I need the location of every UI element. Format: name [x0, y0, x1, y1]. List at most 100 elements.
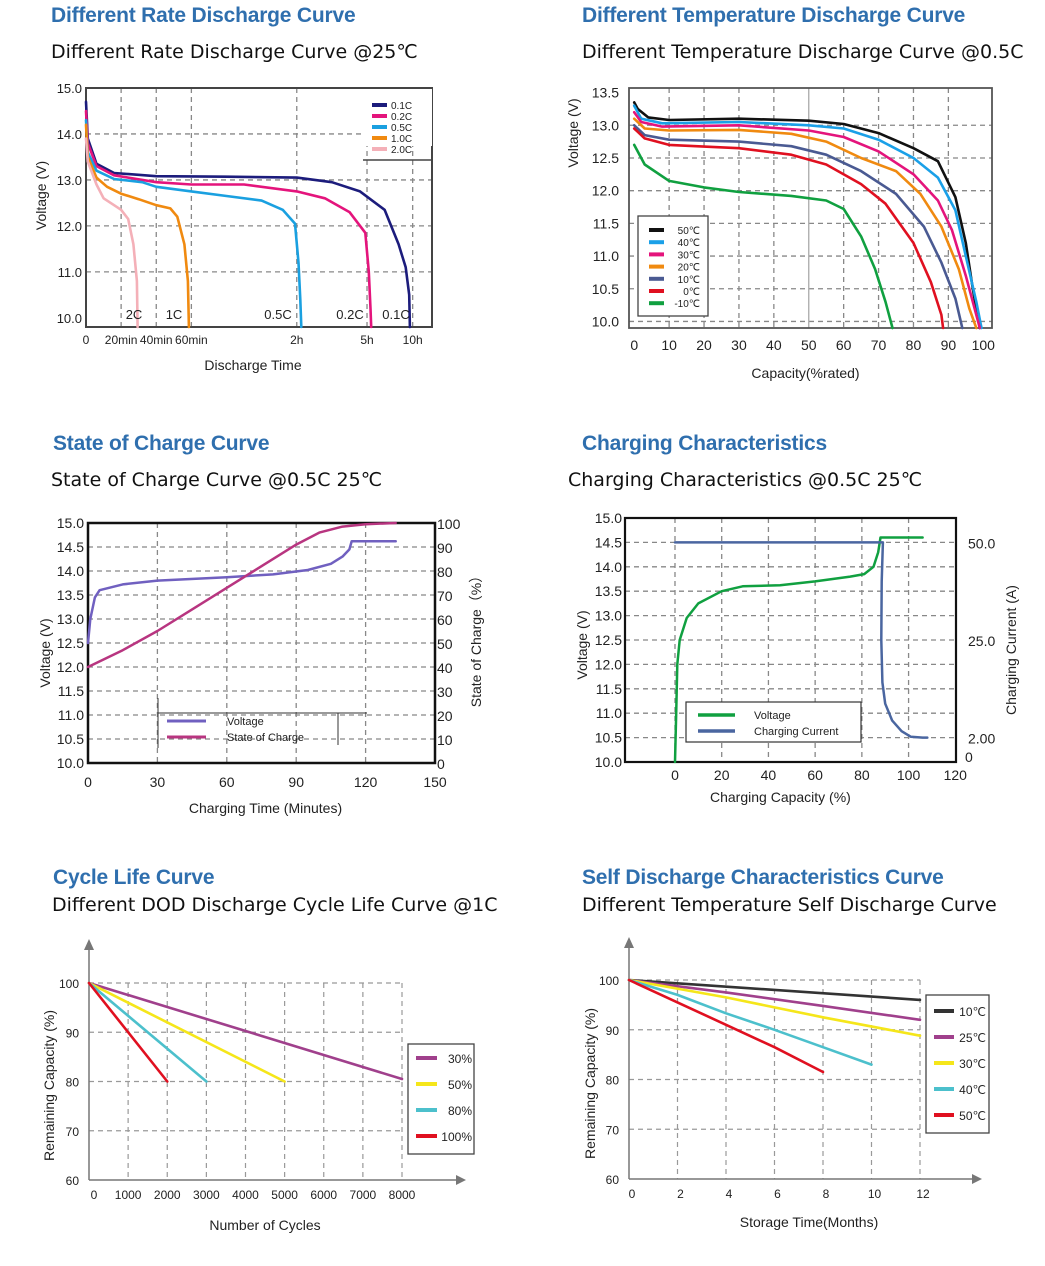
- y-tick-label: 60: [66, 1174, 80, 1188]
- panel-subheading: Different Temperature Discharge Curve @0…: [582, 41, 1024, 63]
- x-tick-label: 2000: [154, 1188, 181, 1202]
- x-tick-label: 80: [906, 337, 922, 353]
- plot-frame: [85, 87, 433, 328]
- y-tick-label: 90: [606, 1024, 620, 1038]
- y2-tick-label: 80: [437, 564, 453, 580]
- panel-subheading: Different DOD Discharge Cycle Life Curve…: [52, 894, 498, 916]
- x-tick-label: 100: [897, 767, 921, 783]
- legend-label: Voltage: [754, 710, 791, 722]
- y-tick-label: 10.0: [57, 311, 82, 326]
- series-line: [627, 978, 873, 1066]
- curve-end-label: 1C: [166, 307, 183, 322]
- y2-tick-label: 90: [437, 540, 453, 556]
- legend-label: 80%: [448, 1104, 472, 1118]
- x-tick-label: 0: [671, 767, 679, 783]
- y2-tick-label: 100: [437, 516, 461, 532]
- x-tick-label: 10: [868, 1187, 882, 1201]
- x-tick-label: 6000: [310, 1188, 337, 1202]
- x-axis-label: Discharge Time: [204, 357, 301, 373]
- legend-label: 50%: [448, 1078, 472, 1092]
- series-line: [632, 127, 945, 330]
- x-tick-label: 5000: [271, 1188, 298, 1202]
- legend-label: 40℃: [678, 238, 700, 249]
- x-tick-label: 40min: [140, 333, 173, 347]
- y-tick-label: 60: [606, 1173, 620, 1187]
- y-tick-label: 13.5: [592, 85, 619, 101]
- x-tick-label: 120: [944, 767, 968, 783]
- y-tick-label: 14.5: [595, 534, 622, 550]
- y-tick-label: 13.0: [57, 611, 84, 627]
- y-tick-label: 80: [606, 1074, 620, 1088]
- y-tick-label: 13.0: [592, 117, 619, 133]
- y-tick-label: 14.0: [57, 127, 82, 142]
- y-tick-label: 12.0: [57, 219, 82, 234]
- x-tick-label: 4000: [232, 1188, 259, 1202]
- x-axis-label: Storage Time(Months): [740, 1214, 879, 1230]
- y-axis-label: Voltage (V): [565, 98, 581, 167]
- legend-label: 10℃: [959, 1005, 986, 1019]
- x-tick-label: 10: [661, 337, 677, 353]
- y-tick-label: 12.0: [595, 656, 622, 672]
- x-tick-label: 8: [823, 1187, 830, 1201]
- series-line: [84, 118, 303, 329]
- y-tick-label: 70: [606, 1123, 620, 1137]
- y2-tick-label: 20: [437, 708, 453, 724]
- x-tick-label: 80: [854, 767, 870, 783]
- x-tick-label: 120: [354, 774, 378, 790]
- y-tick-label: 14.0: [57, 563, 84, 579]
- y-tick-label: 12.0: [57, 659, 84, 675]
- legend-label: 0.5C: [391, 123, 412, 134]
- series-line: [632, 110, 982, 330]
- legend-box: [685, 701, 862, 743]
- y2-tick-label: 30: [437, 684, 453, 700]
- y2-tick-label: 50.0: [968, 535, 995, 551]
- legend-label: 20℃: [678, 263, 700, 274]
- y-axis-arrow-icon: [624, 937, 634, 948]
- series-line: [673, 536, 924, 764]
- y2-tick-label: 10: [437, 732, 453, 748]
- series-line: [632, 124, 964, 330]
- series-line: [87, 981, 404, 1081]
- panel-subheading: Charging Characteristics @0.5C 25℃: [568, 469, 923, 491]
- y2-tick-label: 0: [437, 756, 445, 772]
- x-tick-label: 60: [836, 337, 852, 353]
- y-tick-label: 11.5: [58, 683, 84, 699]
- y-tick-label: 14.0: [595, 559, 622, 575]
- x-tick-label: 0: [83, 333, 90, 347]
- x-tick-label: 6: [774, 1187, 781, 1201]
- legend-label: Voltage: [227, 716, 264, 728]
- panel-subheading: Different Rate Discharge Curve @25℃: [51, 41, 418, 63]
- series-line: [86, 521, 397, 669]
- y-tick-label: 10.0: [595, 754, 622, 770]
- x-tick-label: 40: [761, 767, 777, 783]
- y-axis-label: Voltage (V): [33, 161, 49, 230]
- x-tick-label: 0: [84, 774, 92, 790]
- series-line: [673, 541, 929, 739]
- x-tick-label: 40: [766, 337, 782, 353]
- x-tick-label: 150: [423, 774, 447, 790]
- y-tick-label: 10.5: [57, 731, 84, 747]
- plot-frame: [628, 87, 993, 329]
- curve-end-label: 0.1C: [382, 307, 409, 322]
- y2-tick-label: 2.00: [968, 731, 995, 747]
- legend-label: 30℃: [678, 250, 700, 261]
- panel-subheading: Different Temperature Self Discharge Cur…: [582, 894, 997, 916]
- y-tick-label: 14.5: [57, 539, 84, 555]
- y-tick-label: 13.0: [57, 173, 82, 188]
- x-tick-label: 50: [801, 337, 817, 353]
- panel-heading: Different Temperature Discharge Curve: [582, 4, 966, 27]
- plot-frame: [623, 516, 958, 764]
- series-line: [84, 123, 191, 329]
- legend-label: 50℃: [678, 226, 700, 237]
- x-tick-label: 7000: [350, 1188, 377, 1202]
- curve-end-label: 0.5C: [264, 307, 291, 322]
- y2-tick-label: 60: [437, 612, 453, 628]
- y2-tick-label: 50: [437, 636, 453, 652]
- legend-label: 25℃: [959, 1031, 986, 1045]
- x-tick-label: 1000: [115, 1188, 142, 1202]
- x-tick-label: 12: [916, 1187, 930, 1201]
- charging-characteristics-chart: Voltage Charging Current 10.0 10.5 11.0 11.5 1…: [574, 510, 1019, 805]
- y-tick-label: 12.5: [57, 635, 84, 651]
- series-line: [632, 104, 983, 330]
- x-tick-label: 3000: [193, 1188, 220, 1202]
